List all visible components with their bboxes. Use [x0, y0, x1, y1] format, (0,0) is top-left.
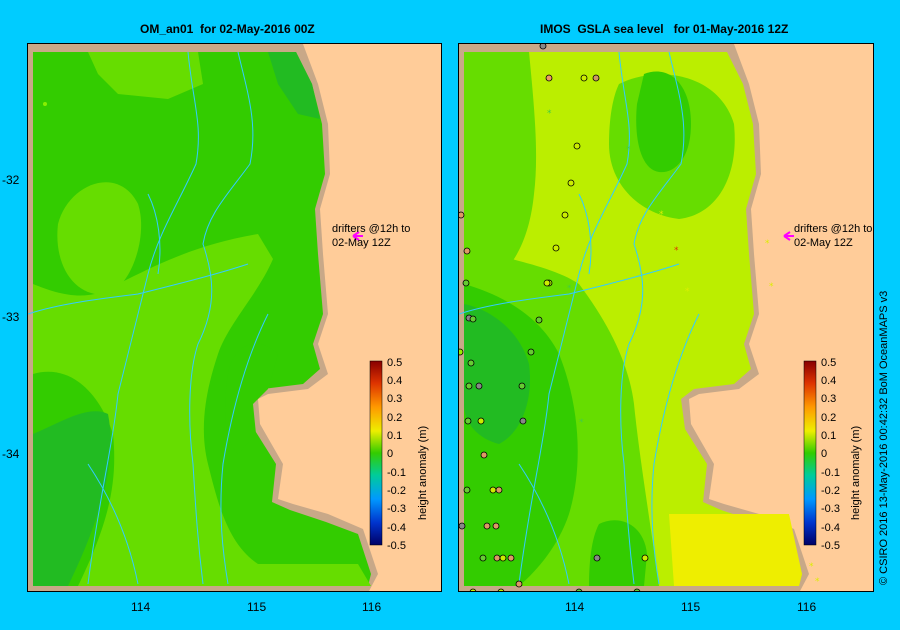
anomaly-patch: [464, 52, 537, 294]
left-map-svg: drifters @12h to 02-May 12Z 0.5 0.4: [28, 44, 441, 591]
colorbar-tick: 0.3: [821, 393, 836, 405]
colorbar-axis-label: height anomaly (m): [850, 425, 862, 520]
anomaly-patch: [669, 514, 802, 586]
colorbar-tick: 0.5: [387, 357, 402, 369]
drifter-observations: [459, 44, 649, 591]
svg-text:*: *: [765, 239, 770, 249]
bathymetry-contours: [28, 51, 269, 585]
bathymetry-contours: [459, 51, 700, 585]
svg-text:*: *: [685, 287, 690, 297]
colorbar-tick: 0: [387, 448, 393, 460]
x-axis-label: 114: [565, 600, 585, 614]
copyright-credit: © CSIRO 2016 13-May-2016 00:42:32 BoM Oc…: [878, 290, 890, 585]
colorbar-tick: 0.4: [821, 375, 836, 387]
colorbar-tick: -0.2: [387, 485, 406, 497]
anomaly-patch: [464, 304, 530, 444]
drifter-label-line2: 02-May 12Z: [794, 237, 853, 249]
anomaly-patch: [636, 71, 691, 173]
y-axis-label: -34: [2, 447, 20, 461]
anomaly-patch: [33, 411, 111, 586]
x-axis-label: 115: [681, 600, 701, 614]
colorbar-tick: -0.5: [387, 540, 406, 552]
right-map-svg: * * * * * * * * * * * drifters @12h to 0…: [459, 44, 873, 591]
svg-text:*: *: [579, 418, 584, 428]
anomaly-patch: [33, 234, 371, 586]
right-map-panel: * * * * * * * * * * * drifters @12h to 0…: [458, 43, 874, 592]
colorbar-tick: -0.3: [821, 503, 840, 515]
colorbar-left: 0.5 0.4 0.3 0.2 0.1 0 -0.1 -0.2 -0.3 -0.…: [369, 357, 406, 552]
colorbar-tick: -0.4: [821, 522, 840, 534]
anomaly-patch: [57, 182, 142, 295]
colorbar-tick: -0.1: [387, 467, 406, 479]
left-map-panel: drifters @12h to 02-May 12Z 0.5 0.4: [27, 43, 442, 592]
x-axis-label: 116: [362, 600, 382, 614]
svg-text:*: *: [626, 145, 631, 155]
colorbar-tick: 0.2: [387, 412, 402, 424]
x-axis-label: 115: [247, 600, 267, 614]
y-axis-label: -32: [2, 173, 20, 187]
colorbar-tick: -0.3: [387, 503, 406, 515]
colorbar-tick: -0.5: [821, 540, 840, 552]
colorbar-tick: 0.2: [821, 412, 836, 424]
x-axis-label: 114: [131, 600, 151, 614]
colorbar-tick: -0.1: [821, 467, 840, 479]
svg-text:*: *: [815, 577, 820, 587]
anomaly-patch: [88, 52, 203, 99]
colorbar-tick: -0.2: [821, 485, 840, 497]
anomaly-patch: [268, 52, 320, 119]
drifter-label-line1: drifters @12h to: [332, 223, 410, 235]
left-map-title: OM_an01 for 02-May-2016 00Z: [140, 22, 315, 36]
svg-text:*: *: [769, 282, 774, 292]
y-axis-label: -33: [2, 310, 20, 324]
colorbar-right: 0.5 0.4 0.3 0.2 0.1 0 -0.1 -0.2 -0.3 -0.…: [803, 357, 840, 552]
drifter-label-line2: 02-May 12Z: [332, 237, 391, 249]
drifter-arrow-icon: [352, 231, 363, 241]
svg-text:*: *: [547, 109, 552, 119]
svg-text:*: *: [674, 246, 679, 256]
drifter-point: [43, 102, 47, 106]
right-map-title: IMOS GSLA sea level for 01-May-2016 12Z: [540, 22, 789, 36]
x-axis-label: 116: [797, 600, 817, 614]
colorbar-tick: 0.3: [387, 393, 402, 405]
drifter-arrow-icon: [783, 231, 794, 241]
svg-text:*: *: [567, 284, 572, 294]
svg-text:*: *: [659, 210, 664, 220]
colorbar-tick: 0: [821, 448, 827, 460]
drifter-label-line1: drifters @12h to: [794, 223, 872, 235]
drifter-star-markers: * * * * * * * * * * *: [547, 109, 820, 587]
colorbar-tick: 0.1: [821, 430, 836, 442]
colorbar-axis-label: height anomaly (m): [417, 425, 429, 520]
colorbar-tick: 0.4: [387, 375, 402, 387]
anomaly-patch: [225, 343, 278, 454]
colorbar-tick: 0.1: [387, 430, 402, 442]
colorbar-tick: -0.4: [387, 522, 406, 534]
colorbar-tick: 0.5: [821, 357, 836, 369]
svg-text:*: *: [809, 562, 814, 572]
